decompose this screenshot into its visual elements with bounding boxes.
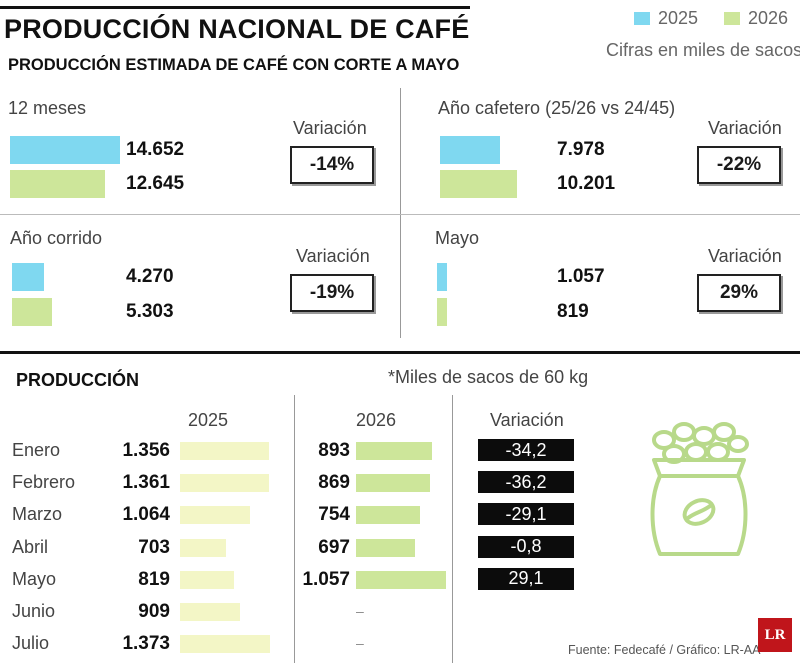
row-value-2026: 893 [318,440,350,461]
row-bar-2026 [356,570,446,589]
variation-label: Variación [708,118,782,138]
bar-2026 [437,298,447,326]
row-bar-2026 [356,474,430,493]
row-value-2025: 1.373 [122,633,170,655]
row-value-2025: 703 [138,536,170,558]
row-bar-2025 [180,570,234,589]
row-variation-pill: -36,2 [478,471,574,494]
row-dash-2026: – [356,603,364,619]
value-2025: 1.057 [557,266,605,287]
value-2025: 4.270 [126,266,174,287]
row-bar-2025 [180,474,270,493]
value-2025: 7.978 [557,139,605,160]
row-value-2025: 1.356 [122,440,170,461]
col-header-variation: Variación [490,410,564,430]
value-2025: 14.652 [126,139,185,160]
row-value-2025: 1.064 [122,504,170,526]
row-bar-2025 [180,603,240,621]
bar-2025 [440,136,500,164]
legend-label-2026: 2026 [748,8,789,28]
row-month-label: Marzo [12,504,63,525]
panel-divider-horizontal [0,214,800,215]
row-value-2026: 697 [318,536,350,558]
bar-2025 [12,263,45,291]
unit-note: Cifras en miles de sacos [606,40,800,60]
legend-swatch-2026 [724,12,740,25]
col-header-2026: 2026 [356,410,397,430]
row-variation-pill: -29,1 [478,503,574,526]
legend-label-2025: 2025 [658,8,699,28]
bar-2026 [10,170,105,198]
top-rule [0,6,470,9]
panel-label: Mayo [435,228,480,248]
panel-divider-vertical [400,88,401,338]
row-value-2025: 909 [138,601,170,622]
table-title: PRODUCCIÓN [16,370,140,390]
row-bar-2025 [180,442,269,460]
chart-subtitle: PRODUCCIÓN ESTIMADA DE CAFÉ CON CORTE A … [8,56,460,74]
row-month-label: Abril [12,536,49,557]
lr-logo: LR [758,618,792,652]
variation-label: Variación [296,246,370,266]
row-month-label: Febrero [12,472,76,493]
value-2026: 5.303 [126,301,174,322]
bar-2026 [440,170,517,198]
legend-swatch-2025 [634,12,650,25]
row-bar-2025 [180,538,227,557]
row-value-2025: 819 [138,568,170,590]
variation-label: Variación [708,246,782,266]
coffee-bag-icon [650,422,749,556]
value-2026: 10.201 [557,173,616,194]
row-value-2026: 754 [318,504,350,526]
bar-2025 [437,263,447,291]
row-variation-pill: -0,8 [478,535,574,558]
bar-2025 [10,136,120,164]
row-month-label: Julio [12,633,50,654]
row-variation-pill: -34,2 [478,439,574,461]
row-value-2026: 1.057 [302,568,350,590]
panel-label: 12 meses [8,98,87,118]
row-variation-pill: 29,1 [478,567,574,590]
variation-box: -14% [290,146,374,184]
section-rule [0,351,800,354]
value-2026: 819 [557,301,589,322]
value-2026: 12.645 [126,173,185,194]
row-bar-2025 [180,506,250,525]
panel-label: Año cafetero (25/26 vs 24/45) [438,98,676,118]
row-bar-2026 [356,538,416,557]
row-dash-2026: – [356,635,364,652]
row-bar-2025 [180,635,270,654]
row-month-label: Enero [12,440,61,460]
table-divider-2 [452,395,453,663]
row-bar-2026 [356,442,433,460]
bar-2026 [12,298,52,326]
row-bar-2026 [356,506,421,525]
chart-title: PRODUCCIÓN NACIONAL DE CAFÉ [4,14,470,44]
table-divider-1 [294,395,295,663]
panel-label: Año corrido [10,228,103,248]
variation-box: -19% [290,274,374,312]
row-value-2025: 1.361 [122,472,170,494]
variation-box: 29% [697,274,781,312]
variation-box: -22% [697,146,781,184]
variation-label: Variación [293,118,367,138]
row-month-label: Mayo [12,568,57,589]
table-footnote: *Miles de sacos de 60 kg [388,367,589,387]
row-value-2026: 869 [318,472,350,494]
col-header-2025: 2025 [188,410,229,430]
source-note: Fuente: Fedecafé / Gráfico: LR-AA [568,643,761,657]
row-month-label: Junio [12,601,56,621]
